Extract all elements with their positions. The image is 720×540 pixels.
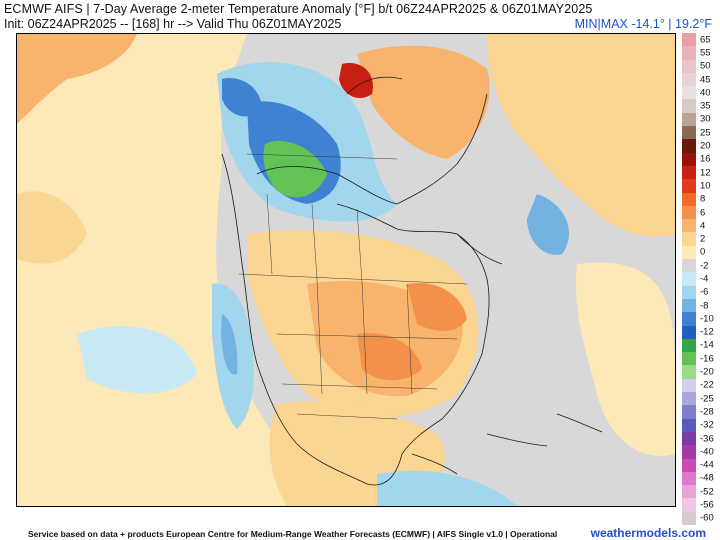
- brand-link[interactable]: weathermodels.com: [590, 526, 706, 540]
- legend-swatch: [682, 152, 696, 167]
- legend-label: 40: [700, 87, 711, 99]
- legend-label: 16: [700, 153, 711, 165]
- legend-label: -4: [700, 273, 709, 285]
- legend-swatch: [682, 458, 696, 473]
- legend-label: -22: [700, 379, 714, 391]
- legend-swatch: [682, 445, 696, 459]
- legend-swatch: [682, 312, 696, 327]
- legend-label: -52: [700, 486, 714, 498]
- sw-pale-field: [17, 411, 167, 506]
- legend-label: 8: [700, 193, 706, 205]
- coastlines: [221, 76, 603, 486]
- legend-label: -60: [700, 512, 714, 524]
- legend-swatch: [682, 245, 696, 260]
- map-title: ECMWF AIFS | 7-Day Average 2-meter Tempe…: [4, 2, 593, 16]
- legend-swatch: [682, 112, 696, 127]
- political-boundaries: [238, 153, 468, 420]
- legend-swatch: [682, 431, 696, 446]
- legend-label: 10: [700, 180, 711, 192]
- anomaly-map-canvas: [17, 34, 675, 506]
- caribbean-cool: [377, 470, 517, 506]
- legend-swatch: [682, 86, 696, 100]
- legend-label: 30: [700, 113, 711, 125]
- legend-label: 35: [700, 100, 711, 112]
- legend-swatch: [682, 33, 696, 47]
- legend-swatch: [682, 139, 696, 154]
- labrador-sea-cool: [527, 194, 569, 255]
- legend-swatch: [682, 325, 696, 340]
- legend-label: -44: [700, 459, 714, 471]
- north-atlantic-warm: [487, 34, 675, 237]
- legend-label: 2: [700, 233, 706, 245]
- legend-label: -16: [700, 353, 714, 365]
- legend-label: -25: [700, 393, 714, 405]
- legend-label: -48: [700, 472, 714, 484]
- legend-swatch: [682, 126, 696, 140]
- southeast-hot-core: [357, 333, 422, 381]
- legend-label: 0: [700, 246, 706, 258]
- legend-swatch: [682, 272, 696, 287]
- legend-swatch: [682, 59, 696, 74]
- legend-label: 20: [700, 140, 711, 152]
- nw-warm-patch: [17, 34, 137, 124]
- legend-label: -14: [700, 339, 714, 351]
- legend-label: 55: [700, 47, 711, 59]
- legend-label: -6: [700, 286, 709, 298]
- legend-label: 4: [700, 220, 706, 232]
- legend-swatch: [682, 192, 696, 207]
- legend-swatch: [682, 511, 696, 526]
- data-source-footer: Service based on data + products Europea…: [28, 529, 558, 539]
- legend-label: 25: [700, 127, 711, 139]
- legend-swatch: [682, 165, 696, 180]
- legend-label: -12: [700, 326, 714, 338]
- legend-swatch: [682, 46, 696, 61]
- atlantic-pale-warm: [576, 262, 675, 456]
- legend-swatch: [682, 485, 696, 499]
- pacific-warm-patch: [17, 191, 87, 264]
- legend-swatch: [682, 498, 696, 513]
- legend-label: 45: [700, 74, 711, 86]
- greenland-warm: [357, 45, 490, 159]
- legend-swatch: [682, 365, 696, 380]
- legend-swatch: [682, 378, 696, 393]
- pacific-cool-patch: [77, 326, 197, 394]
- northeast-hot-core: [407, 283, 467, 331]
- west-coast-colder: [221, 314, 238, 375]
- min-max-readout: MIN|MAX -14.1° | 19.2°F: [574, 17, 712, 31]
- legend-swatch: [682, 179, 696, 194]
- legend-swatch: [682, 298, 696, 313]
- legend-label: -10: [700, 313, 714, 325]
- legend-swatch: [682, 232, 696, 247]
- legend-label: 6: [700, 207, 706, 218]
- color-legend: 65 55 50 45 40 35 30 25 20 16 12 10 8 6 4 2 0 -2 -4 -6 -8 -10…: [682, 33, 714, 526]
- legend-swatch: [682, 338, 696, 353]
- legend-swatch: [682, 418, 696, 433]
- legend-swatch: [682, 219, 696, 233]
- legend-label: -36: [700, 433, 714, 445]
- legend-label: -2: [700, 260, 709, 272]
- legend-label: -28: [700, 406, 714, 418]
- legend-swatch: [682, 352, 696, 366]
- legend-label: -56: [700, 499, 714, 511]
- legend-label: 50: [700, 60, 711, 72]
- legend-label: -8: [700, 300, 709, 312]
- init-valid-line: Init: 06Z24APR2025 -- [168] hr --> Valid…: [4, 17, 342, 31]
- legend-swatch: [682, 99, 696, 114]
- legend-label: 65: [700, 34, 711, 46]
- legend-label: 12: [700, 167, 711, 179]
- legend-label: -20: [700, 366, 714, 378]
- legend-swatch: [682, 392, 696, 406]
- anomaly-map: [16, 33, 676, 507]
- legend-swatch: [682, 471, 696, 486]
- legend-swatch: [682, 72, 696, 87]
- arctic-cold-spot: [222, 78, 262, 117]
- legend-label: -32: [700, 419, 714, 431]
- legend-swatch: [682, 259, 696, 273]
- legend-label: -40: [700, 446, 714, 458]
- greenland-hot-spot: [339, 63, 373, 99]
- legend-swatch: [682, 205, 696, 220]
- legend-swatch: [682, 405, 696, 420]
- legend-swatch: [682, 285, 696, 300]
